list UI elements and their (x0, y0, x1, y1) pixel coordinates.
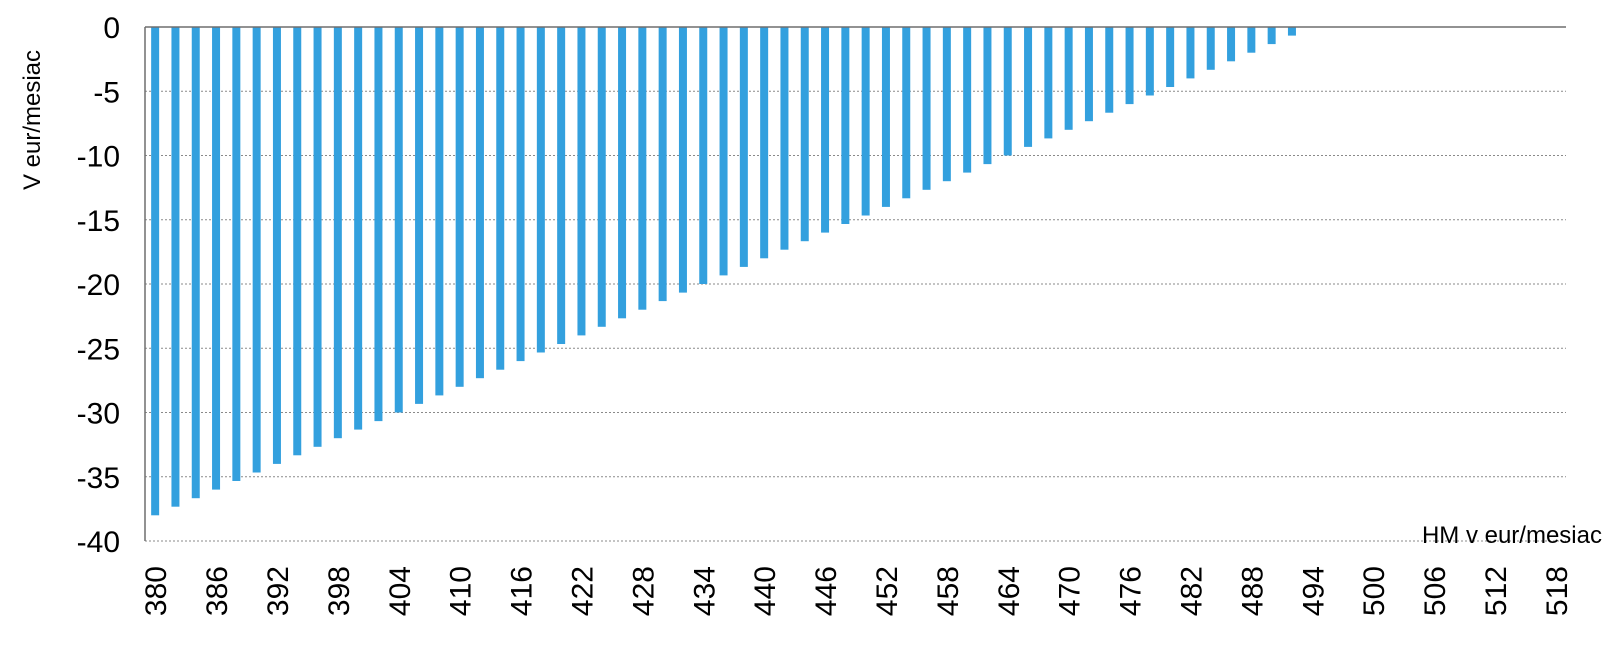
bar (1003, 27, 1012, 156)
bar (1247, 27, 1256, 53)
bar (435, 27, 444, 396)
y-tick-label: -20 (77, 269, 120, 302)
bar (151, 27, 160, 516)
bar (1105, 27, 1114, 113)
y-tick-label: -40 (77, 526, 120, 559)
bar (557, 27, 566, 345)
bar (922, 27, 931, 190)
bar (1064, 27, 1073, 130)
x-tick-label: 398 (323, 566, 356, 616)
bar (699, 27, 708, 284)
bar (658, 27, 667, 302)
bar (415, 27, 424, 404)
bar (475, 27, 484, 379)
x-tick-label: 494 (1297, 566, 1330, 616)
x-tick-label: 410 (445, 566, 478, 616)
bar (455, 27, 464, 387)
x-tick-label: 512 (1480, 566, 1513, 616)
bar (1206, 27, 1215, 70)
y-tick-label: -10 (77, 141, 120, 174)
bar (881, 27, 890, 207)
x-tick-label: 482 (1175, 566, 1208, 616)
bar (1145, 27, 1154, 96)
bar (1044, 27, 1053, 139)
bar (1287, 27, 1296, 36)
bar (1227, 27, 1236, 62)
y-tick-label: -15 (77, 205, 120, 238)
bar (861, 27, 870, 216)
y-tick-label: -30 (77, 398, 120, 431)
bar (1084, 27, 1093, 122)
bar (354, 27, 363, 430)
bar (516, 27, 525, 362)
bar (191, 27, 200, 499)
y-tick-labels: 0 -5 -10 -15 -20 -25 -30 -35 -40 (77, 12, 120, 559)
bar (760, 27, 769, 259)
x-tick-label: 458 (932, 566, 965, 616)
x-tick-label: 404 (384, 566, 417, 616)
bar (719, 27, 728, 276)
bar (739, 27, 748, 267)
bar (232, 27, 241, 481)
x-tick-label: 518 (1541, 566, 1574, 616)
x-tick-label: 506 (1419, 566, 1452, 616)
bar (394, 27, 403, 413)
x-tick-label: 452 (871, 566, 904, 616)
y-axis-title: V eur/mesiac (19, 50, 46, 190)
bar (597, 27, 606, 327)
x-tick-labels: 380 386 392 398 404 410 416 422 428 434 440 446 452 4… (140, 566, 1574, 616)
bar (293, 27, 302, 456)
x-tick-label: 386 (201, 566, 234, 616)
x-tick-label: 488 (1236, 566, 1269, 616)
bar (678, 27, 687, 293)
bar (252, 27, 261, 473)
bar (780, 27, 789, 250)
bar (1166, 27, 1175, 88)
bar (496, 27, 505, 370)
bar (212, 27, 221, 490)
bar (1186, 27, 1195, 79)
bar (333, 27, 342, 439)
bar (963, 27, 972, 173)
x-tick-label: 422 (566, 566, 599, 616)
x-tick-label: 440 (749, 566, 782, 616)
x-tick-label: 380 (140, 566, 173, 616)
x-tick-label: 416 (506, 566, 539, 616)
y-tick-label: 0 (103, 12, 120, 45)
bar (1267, 27, 1276, 45)
x-tick-label: 470 (1054, 566, 1087, 616)
bar (1024, 27, 1033, 147)
bar (1125, 27, 1134, 105)
x-tick-label: 476 (1115, 566, 1148, 616)
bar (272, 27, 281, 464)
x-tick-label: 464 (993, 566, 1026, 616)
bar (618, 27, 627, 319)
bar (374, 27, 383, 422)
x-tick-label: 392 (262, 566, 295, 616)
bar (536, 27, 545, 353)
bars (151, 27, 1296, 516)
x-tick-label: 434 (688, 566, 721, 616)
y-tick-label: -5 (93, 76, 120, 109)
x-tick-label: 446 (810, 566, 843, 616)
bar (983, 27, 992, 165)
x-tick-label: 428 (627, 566, 660, 616)
bar (841, 27, 850, 224)
bar (313, 27, 322, 447)
bar (942, 27, 951, 182)
bar (638, 27, 647, 310)
x-tick-label: 500 (1358, 566, 1391, 616)
bar (577, 27, 586, 336)
bar (902, 27, 911, 199)
bar (171, 27, 180, 507)
y-tick-label: -25 (77, 333, 120, 366)
x-axis-title: HM v eur/mesiac (1422, 522, 1602, 549)
bar (821, 27, 830, 233)
y-tick-label: -35 (77, 462, 120, 495)
bar (800, 27, 809, 242)
axes (144, 26, 1566, 541)
